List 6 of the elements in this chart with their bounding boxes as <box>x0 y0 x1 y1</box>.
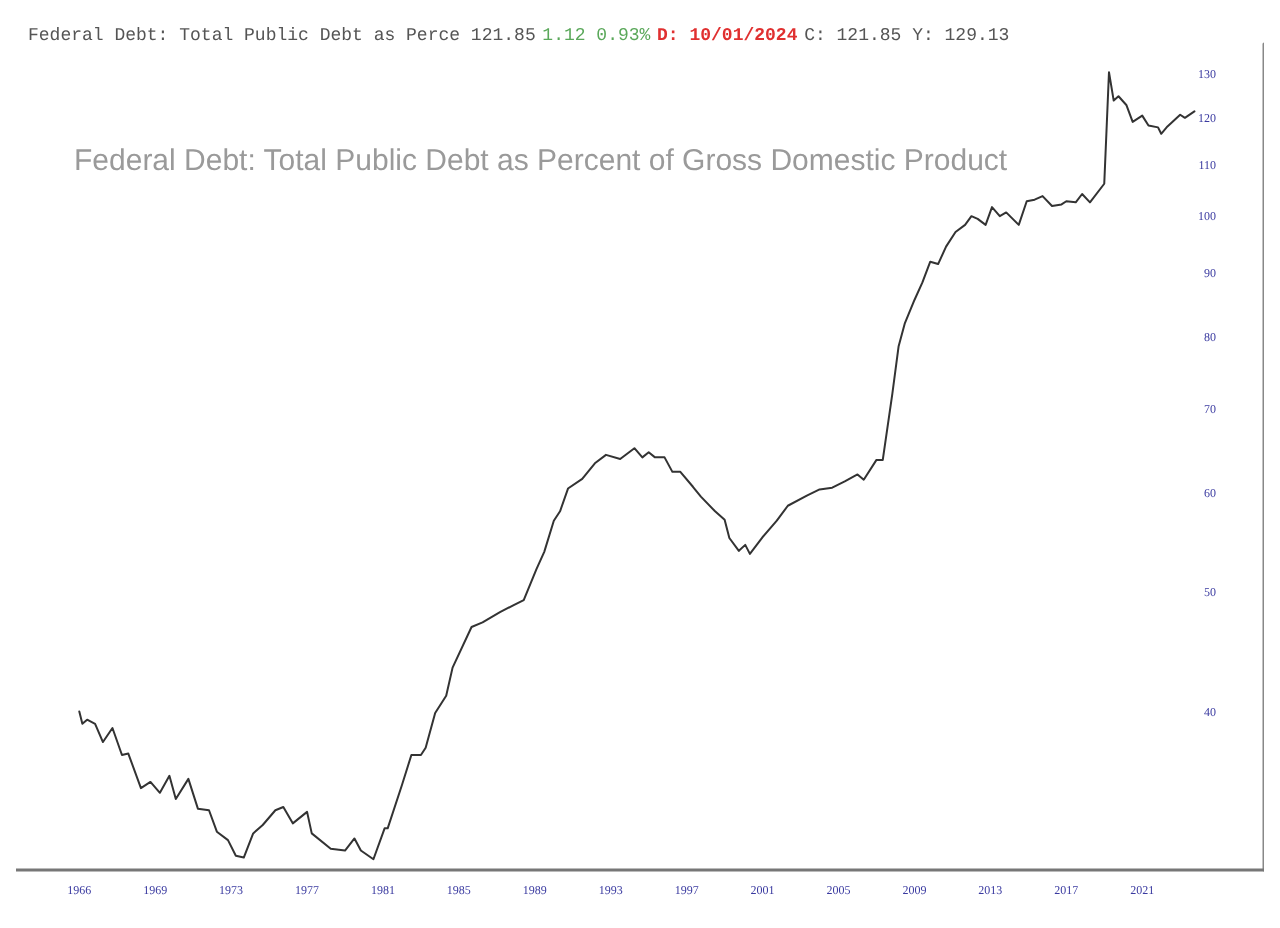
annotation: C: 121.85 Y: 129.13 <box>804 26 1010 46</box>
annotation: 1.12 0.93% <box>542 26 652 46</box>
annotation: Federal Debt: Total Public Debt as Perce 121.85 <box>28 26 536 46</box>
annotation: D: 10/01/2024 <box>657 26 799 46</box>
text: Federal Debt: Total Public Debt as Percent of Gross Domestic Product <box>74 144 1009 178</box>
line-series <box>78 71 1196 861</box>
